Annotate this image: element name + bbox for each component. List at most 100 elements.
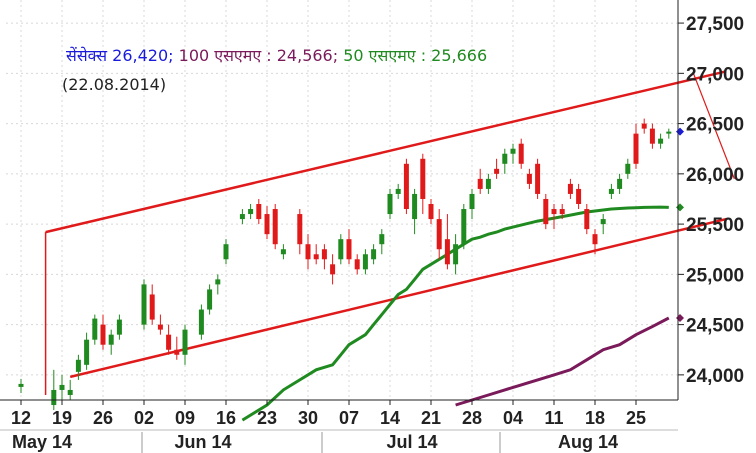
candle-body bbox=[92, 318, 98, 340]
ma50-line bbox=[241, 205, 669, 422]
month-label: May 14 bbox=[12, 432, 72, 452]
candle-body bbox=[338, 239, 344, 260]
candle bbox=[141, 279, 147, 330]
candle bbox=[100, 314, 106, 350]
candle-body bbox=[633, 133, 639, 164]
candle bbox=[444, 214, 450, 270]
candle-body bbox=[477, 178, 483, 189]
candle-body bbox=[444, 239, 450, 265]
candle bbox=[420, 153, 426, 215]
x-tick-label: 23 bbox=[257, 408, 277, 428]
candle bbox=[297, 209, 303, 255]
candle bbox=[649, 123, 655, 149]
candlestick-series bbox=[18, 118, 672, 411]
candle-body bbox=[502, 153, 508, 164]
candle-body bbox=[248, 209, 254, 215]
candle-body bbox=[198, 309, 204, 335]
channel-lower bbox=[69, 217, 727, 379]
y-axis: 27,500 27,000 26,500 26,000 25,500 25,000 24,5… bbox=[677, 0, 744, 400]
candle bbox=[387, 188, 393, 220]
candle bbox=[166, 324, 172, 355]
channel-projection bbox=[692, 73, 735, 180]
candle bbox=[215, 274, 221, 295]
candle-body bbox=[313, 254, 319, 260]
candle-body bbox=[297, 214, 303, 245]
candle-body bbox=[280, 249, 286, 255]
y-tick-label: 24,500 bbox=[686, 316, 744, 337]
candle-body bbox=[149, 294, 155, 320]
x-tick-label: 30 bbox=[298, 408, 318, 428]
candle bbox=[617, 173, 623, 194]
candle-body bbox=[51, 389, 57, 406]
candle-body bbox=[371, 249, 377, 260]
candle-body bbox=[305, 244, 311, 260]
x-tick-label: 28 bbox=[462, 408, 482, 428]
x-tick-label: 09 bbox=[175, 408, 195, 428]
x-tick-label: 12 bbox=[11, 408, 31, 428]
candle bbox=[239, 209, 245, 225]
candle bbox=[608, 183, 614, 199]
candle bbox=[535, 158, 541, 199]
candle-body bbox=[84, 339, 90, 365]
candle-body bbox=[354, 259, 360, 270]
candle bbox=[174, 336, 180, 360]
candle-body bbox=[239, 214, 245, 220]
candle-body bbox=[18, 383, 24, 387]
candle-body bbox=[543, 198, 549, 225]
ma50-label: 50 एसएमए : 25,666 bbox=[343, 46, 488, 65]
candle-body bbox=[608, 188, 614, 194]
candle bbox=[379, 229, 385, 255]
candle bbox=[338, 234, 344, 265]
candle bbox=[371, 244, 377, 265]
month-label: Aug 14 bbox=[558, 432, 618, 452]
candle bbox=[280, 244, 286, 260]
sensex-label: सेंसेक्स 26,420; bbox=[66, 46, 174, 65]
candle bbox=[567, 178, 573, 199]
candle-body bbox=[600, 219, 606, 225]
candle-body bbox=[641, 123, 647, 129]
candle-body bbox=[576, 188, 582, 204]
candle bbox=[543, 193, 549, 230]
candle bbox=[272, 204, 278, 250]
candle-body bbox=[223, 244, 229, 260]
candle-body bbox=[256, 204, 262, 220]
y-tick-label: 25,500 bbox=[686, 215, 744, 236]
candle-body bbox=[526, 173, 532, 184]
candle bbox=[658, 133, 664, 149]
x-axis: 12 19 26 02 09 16 23 30 07 14 21 28 04 11 18 25 May 14 Ju… bbox=[0, 399, 678, 453]
candle bbox=[666, 128, 672, 139]
candle-body bbox=[436, 219, 442, 250]
candle bbox=[461, 204, 467, 250]
candle-body bbox=[658, 138, 664, 144]
candle bbox=[92, 314, 98, 345]
x-tick-label: 04 bbox=[503, 408, 523, 428]
x-tick-label: 21 bbox=[421, 408, 441, 428]
x-tick-label: 02 bbox=[134, 408, 154, 428]
candle bbox=[395, 183, 401, 199]
candle-body bbox=[494, 168, 500, 174]
candle bbox=[494, 158, 500, 179]
candle-body bbox=[321, 249, 327, 260]
ma100-label: 100 एसएमए : 24,566; bbox=[178, 46, 339, 65]
candle-body bbox=[535, 163, 541, 194]
candle bbox=[551, 204, 557, 230]
candle-body bbox=[469, 193, 475, 210]
candle-body bbox=[157, 324, 163, 330]
candle bbox=[600, 214, 606, 235]
price-marker-ma100 bbox=[676, 313, 684, 322]
candle-body bbox=[379, 234, 385, 245]
y-tick-label: 26,000 bbox=[686, 165, 744, 186]
candle bbox=[362, 249, 368, 275]
y-tick-label: 24,000 bbox=[686, 366, 744, 387]
x-tick-label: 16 bbox=[216, 408, 236, 428]
month-label: Jul 14 bbox=[386, 432, 437, 452]
candle bbox=[198, 304, 204, 340]
candle bbox=[354, 254, 360, 275]
candle bbox=[559, 204, 565, 220]
candle bbox=[116, 314, 122, 340]
candle bbox=[526, 168, 532, 189]
candle-body bbox=[551, 209, 557, 215]
candle-body bbox=[75, 359, 81, 372]
candle-body bbox=[330, 264, 336, 275]
